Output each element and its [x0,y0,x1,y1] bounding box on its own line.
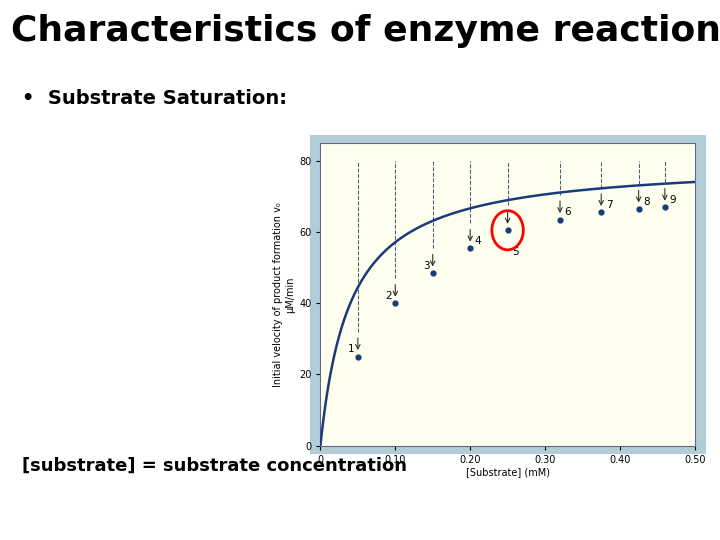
Text: [substrate] = substrate concentration: [substrate] = substrate concentration [22,456,407,474]
Text: 2: 2 [385,291,392,301]
Y-axis label: Initial velocity of product formation v₀
μM/min: Initial velocity of product formation v₀… [273,202,294,387]
Text: 5: 5 [512,247,518,256]
Text: 9: 9 [670,195,676,205]
Text: •  Substrate Saturation:: • Substrate Saturation: [22,89,287,108]
Text: 3: 3 [423,261,430,271]
Text: 6: 6 [564,207,571,218]
Text: 8: 8 [643,197,649,207]
X-axis label: [Substrate] (mM): [Substrate] (mM) [466,467,549,477]
Text: 4: 4 [474,236,481,246]
Text: 7: 7 [606,200,612,211]
Text: 1: 1 [347,345,354,354]
Text: Characteristics of enzyme reactions: Characteristics of enzyme reactions [11,14,720,48]
